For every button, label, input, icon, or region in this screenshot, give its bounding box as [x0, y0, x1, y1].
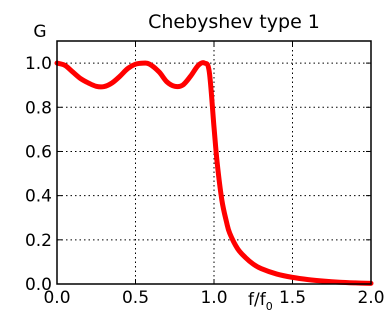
- x-tick-label: 0.0: [43, 288, 70, 308]
- y-axis-label: G: [33, 22, 46, 42]
- plot-frame: [56, 40, 372, 285]
- x-tick-label: 0.5: [122, 288, 149, 308]
- chart-title: Chebyshev type 1: [148, 11, 320, 33]
- x-tick-label: 1.5: [279, 288, 306, 308]
- x-axis-label: f/f0: [248, 290, 273, 313]
- series-line: [54, 60, 374, 286]
- y-tick-label: 0.8: [25, 98, 52, 118]
- grid-lines: [57, 41, 371, 284]
- x-axis-label-subscript: 0: [266, 300, 273, 313]
- y-tick-label: 0.6: [25, 142, 52, 162]
- y-tick-label: 0.0: [25, 275, 52, 295]
- y-tick-label: 1.0: [25, 54, 52, 74]
- y-tick-label: 0.2: [25, 231, 52, 251]
- x-axis-ticks: 0.0 0.5 1.0 1.5 2.0: [43, 41, 385, 308]
- y-tick-label: 0.4: [25, 187, 52, 207]
- x-tick-label: 2.0: [357, 288, 384, 308]
- x-tick-label: 1.0: [200, 288, 227, 308]
- x-axis-label-main: f/f: [248, 290, 267, 310]
- y-axis-ticks: 0.0 0.2 0.4 0.6 0.8 1.0: [25, 54, 371, 295]
